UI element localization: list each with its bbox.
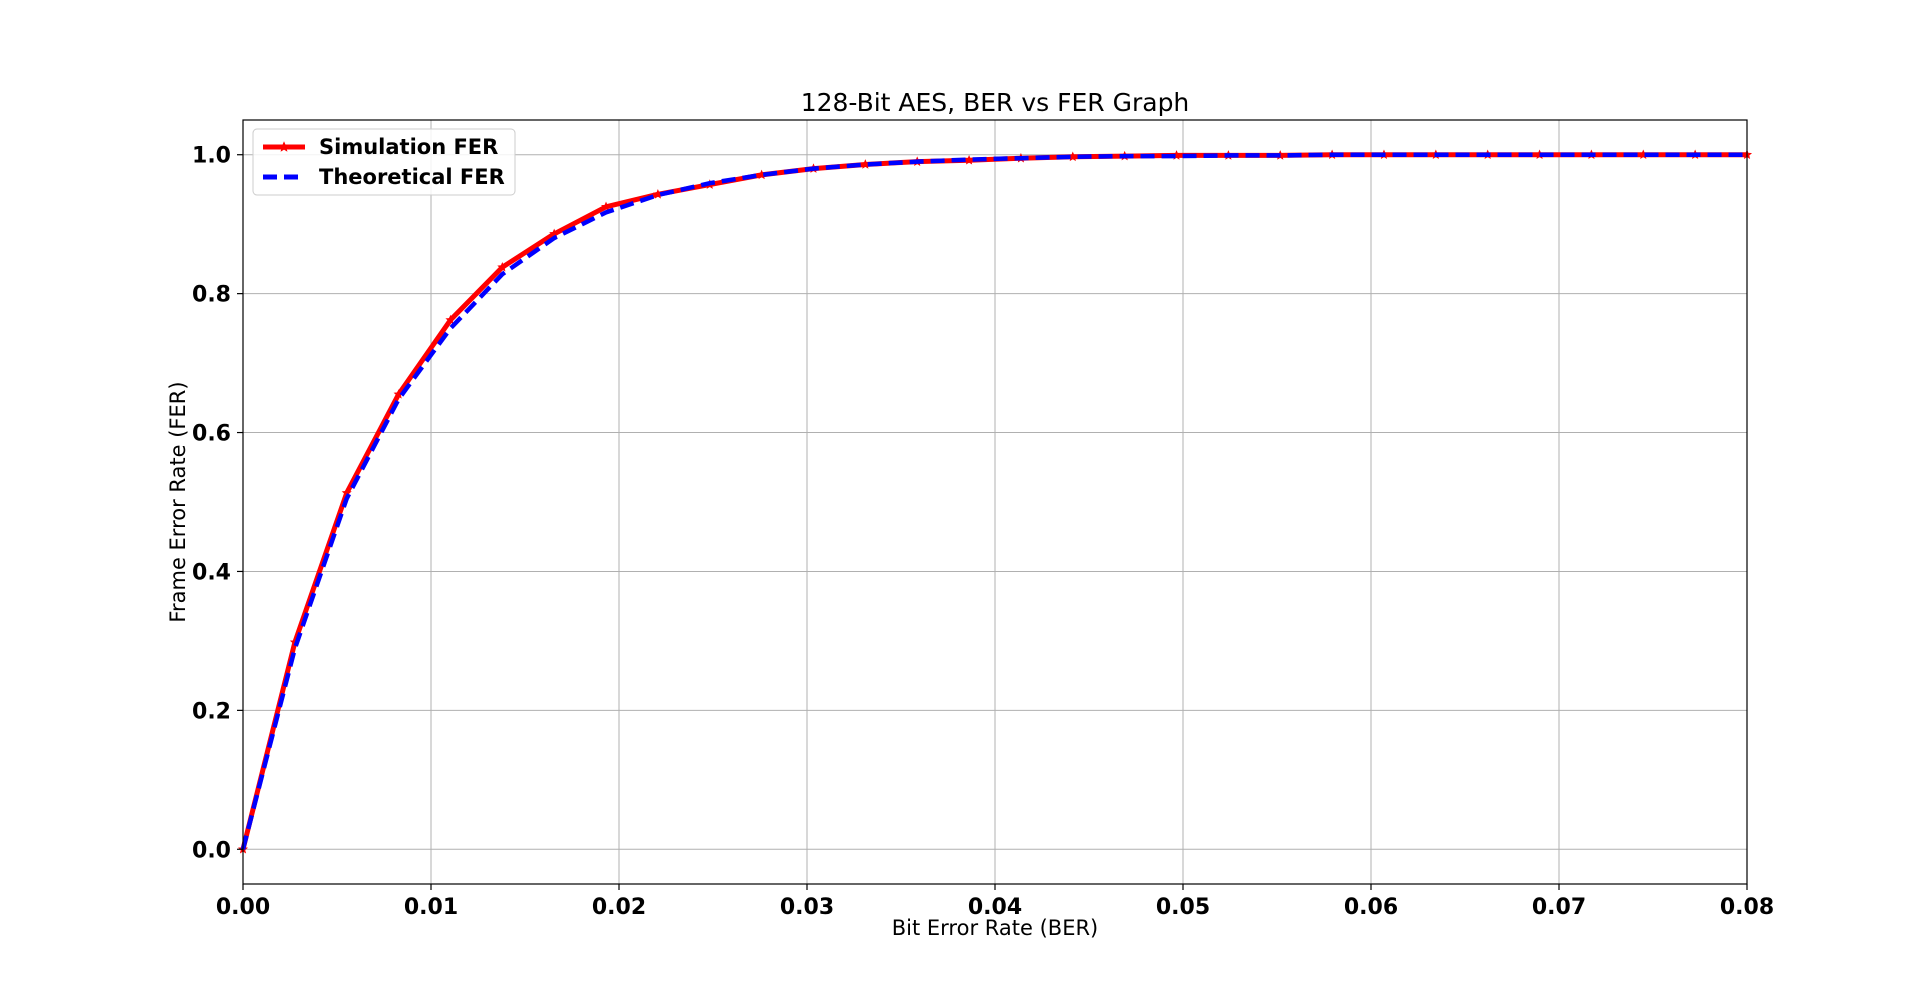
data-point — [601, 201, 612, 212]
legend-star-marker — [278, 141, 290, 152]
y-tick-label: 0.4 — [192, 560, 231, 585]
series-line-theoretical — [240, 152, 1747, 850]
series-lines — [237, 149, 1753, 854]
x-axis-label: Bit Error Rate (BER) — [892, 916, 1099, 940]
legend-label-simulation: Simulation FER — [319, 135, 498, 159]
y-tick-label: 0.6 — [192, 422, 231, 447]
grid-lines — [242, 120, 1748, 884]
y-tick-label: 0.2 — [192, 699, 231, 724]
x-tick-label: 0.08 — [1720, 895, 1774, 920]
x-axis-ticks: 0.00 0.01 0.02 0.03 0.04 0.05 0.06 0.07 0.08 — [216, 884, 1774, 920]
data-point — [497, 261, 508, 272]
y-tick-label: 0.8 — [192, 283, 231, 308]
chart-title: 128-Bit AES, BER vs FER Graph — [801, 88, 1190, 117]
y-axis-ticks: 0.0 0.2 0.4 0.6 0.8 1.0 — [192, 144, 243, 863]
legend-box — [252, 128, 516, 196]
x-tick-label: 0.03 — [780, 895, 834, 920]
y-tick-label: 0.0 — [192, 838, 231, 863]
legend: Simulation FER Theoretical FER — [252, 128, 516, 196]
data-point — [445, 314, 456, 325]
legend-marker-simulation — [278, 141, 290, 152]
x-tick-label: 0.01 — [404, 895, 458, 920]
x-tick-label: 0.07 — [1532, 895, 1586, 920]
x-tick-label: 0.02 — [592, 895, 646, 920]
y-axis-label: Frame Error Rate (FER) — [166, 381, 190, 622]
y-tick-label: 1.0 — [192, 144, 231, 169]
x-tick-label: 0.05 — [1156, 895, 1210, 920]
x-tick-label: 0.06 — [1344, 895, 1398, 920]
x-tick-label: 0.04 — [968, 895, 1022, 920]
data-point — [964, 154, 975, 165]
x-tick-label: 0.00 — [216, 895, 270, 920]
legend-label-theoretical: Theoretical FER — [319, 165, 505, 189]
